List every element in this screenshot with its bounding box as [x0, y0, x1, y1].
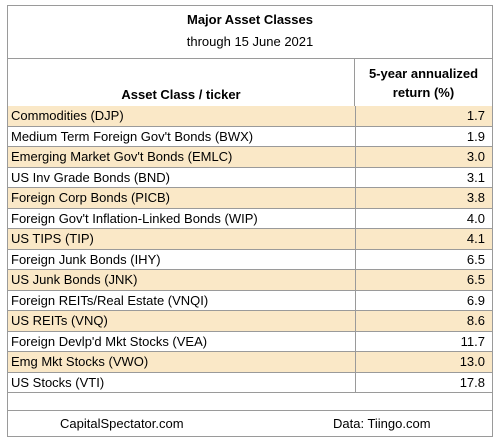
table-row: US REITs (VNQ) 8.6	[8, 311, 492, 332]
table-row: US Stocks (VTI) 17.8	[8, 372, 492, 393]
table-subtitle: through 15 June 2021	[186, 34, 314, 49]
return-value-cell: 6.5	[355, 249, 491, 269]
table-row: Foreign Gov't Inflation-Linked Bonds (WI…	[8, 208, 492, 229]
table-row: Foreign Corp Bonds (PICB) 3.8	[8, 188, 492, 209]
return-value-cell: 1.9	[355, 126, 491, 146]
return-value-cell: 17.8	[355, 372, 491, 392]
asset-class-cell: US Inv Grade Bonds (BND)	[11, 169, 170, 185]
return-value-cell: 11.7	[355, 331, 491, 351]
table-row: Emg Mkt Stocks (VWO) 13.0	[8, 352, 492, 373]
asset-class-cell: Emerging Market Gov't Bonds (EMLC)	[11, 149, 233, 164]
asset-class-cell: Foreign Corp Bonds (PICB)	[11, 190, 170, 205]
asset-class-cell: Commodities (DJP)	[11, 108, 124, 123]
table-body: Commodities (DJP) 1.7 Medium Term Foreign …	[8, 106, 492, 393]
table-row: Foreign Devlp'd Mkt Stocks (VEA) 11.7	[8, 331, 492, 352]
asset-class-cell: US REITs (VNQ)	[11, 313, 108, 328]
asset-class-cell: US Junk Bonds (JNK)	[11, 272, 138, 287]
asset-class-cell: Foreign Gov't Inflation-Linked Bonds (WI…	[11, 210, 258, 226]
return-value-cell: 3.1	[355, 167, 491, 187]
table-row: US Inv Grade Bonds (BND) 3.1	[8, 167, 492, 188]
table-row: US Junk Bonds (JNK) 6.5	[8, 270, 492, 291]
header-asset-class-label: Asset Class / ticker	[121, 87, 241, 102]
return-value-cell: 8.6	[355, 311, 491, 331]
blank-row	[8, 393, 492, 411]
asset-class-cell: Emg Mkt Stocks (VWO)	[11, 354, 149, 369]
table-row: Foreign Junk Bonds (IHY) 6.5	[8, 249, 492, 270]
header-return-line2: return (%)	[392, 85, 455, 100]
table-title: Major Asset Classes	[187, 12, 313, 27]
header-return: 5-year annualized return (%)	[355, 59, 492, 107]
asset-class-cell: US TIPS (TIP)	[11, 231, 94, 246]
asset-class-cell: Foreign Devlp'd Mkt Stocks (VEA)	[11, 333, 208, 349]
return-value-cell: 3.0	[355, 147, 491, 167]
table-row: Medium Term Foreign Gov't Bonds (BWX) 1.9	[8, 126, 492, 147]
asset-class-cell: US Stocks (VTI)	[11, 374, 105, 390]
table-row: Commodities (DJP) 1.7	[8, 106, 492, 127]
asset-class-cell: Foreign Junk Bonds (IHY)	[11, 251, 161, 267]
header-return-line1: 5-year annualized	[368, 66, 479, 81]
table-row: Foreign REITs/Real Estate (VNQI) 6.9	[8, 290, 492, 311]
return-value-cell: 4.0	[355, 208, 491, 228]
return-value-cell: 4.1	[355, 229, 491, 249]
return-value-cell: 6.9	[355, 290, 491, 310]
footer: CapitalSpectator.com Data: Tiingo.com	[8, 410, 492, 436]
header-asset-class: Asset Class / ticker	[8, 59, 355, 107]
title-block: Major Asset Classes through 15 June 2021	[8, 6, 492, 58]
asset-class-cell: Medium Term Foreign Gov't Bonds (BWX)	[11, 128, 254, 144]
return-value-cell: 3.8	[355, 188, 491, 208]
footer-source-left: CapitalSpectator.com	[60, 416, 184, 431]
table-row: Emerging Market Gov't Bonds (EMLC) 3.0	[8, 147, 492, 168]
asset-class-cell: Foreign REITs/Real Estate (VNQI)	[11, 292, 209, 308]
return-value-cell: 6.5	[355, 270, 491, 290]
table-frame: Major Asset Classes through 15 June 2021…	[7, 5, 493, 437]
table-row: US TIPS (TIP) 4.1	[8, 229, 492, 250]
return-value-cell: 13.0	[355, 352, 491, 372]
return-value-cell: 1.7	[355, 106, 491, 126]
footer-source-right: Data: Tiingo.com	[333, 416, 431, 431]
header-row: Asset Class / ticker 5-year annualized r…	[8, 58, 492, 108]
